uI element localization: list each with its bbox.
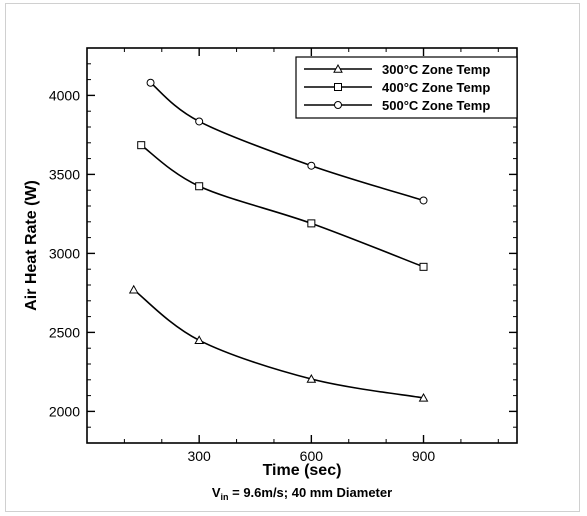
plot-area-border	[86, 47, 518, 444]
data-point-circle	[146, 78, 155, 87]
data-point-square	[137, 141, 146, 150]
legend-marker-square	[334, 83, 342, 91]
series-square	[137, 141, 428, 271]
legend-marker-circle	[334, 101, 342, 109]
legend-label: 300°C Zone Temp	[382, 62, 490, 77]
y-axis-title: Air Heat Rate (W)	[23, 180, 40, 311]
x-tick-label: 600	[300, 448, 324, 464]
data-point-circle	[419, 196, 428, 205]
x-axis-title: Time (sec)	[263, 462, 342, 479]
legend: 300°C Zone Temp 400°C Zone Temp 500°C Zone…	[295, 56, 518, 119]
series-line	[133, 289, 424, 399]
legend-label: 500°C Zone Temp	[382, 98, 490, 113]
x-tick-label: 300	[187, 448, 211, 464]
data-point-square	[195, 182, 204, 191]
chart-caption: Vin = 9.6m/s; 40 mm Diameter	[212, 485, 392, 502]
series-layer	[128, 78, 429, 402]
legend-marker-triangle	[333, 63, 343, 73]
series-circle	[146, 78, 428, 205]
series-line	[150, 82, 424, 202]
caption-subscript: in	[221, 492, 229, 502]
legend-label: 400°C Zone Temp	[382, 80, 490, 95]
figure-frame	[5, 3, 580, 512]
caption-prefix: V	[212, 485, 221, 500]
data-point-circle	[195, 117, 204, 126]
y-tick-label: 3000	[49, 245, 80, 261]
y-tick-label: 2500	[49, 324, 80, 340]
data-point-square	[307, 219, 316, 228]
data-point-triangle	[306, 373, 317, 383]
series-line	[140, 144, 424, 268]
data-point-square	[419, 262, 428, 271]
data-point-triangle	[194, 335, 205, 344]
y-tick-label: 4000	[49, 87, 80, 103]
data-point-triangle	[418, 392, 429, 402]
x-tick-label: 900	[412, 448, 436, 464]
axes: 2000 2500 3000 3500 4000 300 600 900	[49, 47, 518, 464]
data-point-circle	[307, 161, 316, 170]
series-triangle	[128, 284, 429, 402]
y-tick-label: 3500	[49, 166, 80, 182]
data-point-triangle	[128, 284, 139, 294]
y-tick-label: 2000	[49, 403, 80, 419]
caption-suffix: = 9.6m/s; 40 mm Diameter	[229, 485, 393, 500]
